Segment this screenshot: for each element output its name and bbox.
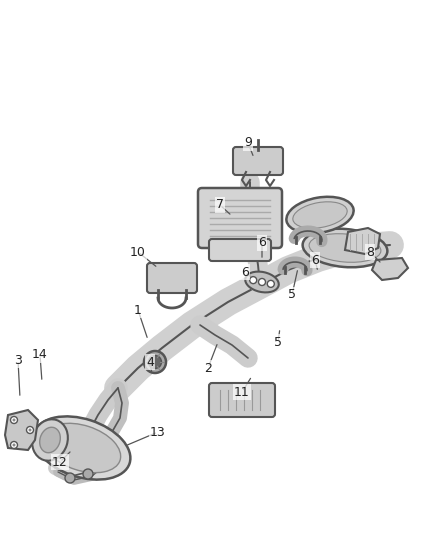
Ellipse shape (34, 416, 131, 480)
Ellipse shape (148, 356, 162, 368)
Circle shape (13, 443, 15, 447)
Circle shape (28, 429, 32, 432)
Text: 14: 14 (32, 349, 48, 361)
Text: 10: 10 (130, 246, 146, 259)
Ellipse shape (293, 202, 347, 228)
Text: 12: 12 (52, 456, 68, 469)
FancyBboxPatch shape (233, 147, 283, 175)
Text: 6: 6 (241, 265, 249, 279)
Circle shape (13, 418, 15, 422)
Circle shape (258, 279, 265, 286)
Text: 8: 8 (366, 246, 374, 259)
Circle shape (11, 441, 18, 448)
Text: 7: 7 (216, 198, 224, 212)
Ellipse shape (245, 272, 279, 293)
Text: 6: 6 (258, 237, 266, 249)
Text: 1: 1 (134, 303, 142, 317)
Ellipse shape (144, 351, 166, 373)
Polygon shape (345, 228, 380, 254)
Text: 6: 6 (311, 254, 319, 266)
Circle shape (267, 280, 274, 287)
Polygon shape (372, 258, 408, 280)
FancyBboxPatch shape (198, 188, 282, 248)
Ellipse shape (309, 233, 381, 262)
Text: 5: 5 (288, 288, 296, 302)
Ellipse shape (286, 197, 353, 233)
Circle shape (65, 473, 75, 483)
Ellipse shape (303, 229, 387, 267)
Text: 13: 13 (150, 425, 166, 439)
Circle shape (27, 426, 33, 433)
Circle shape (83, 469, 93, 479)
Circle shape (250, 277, 257, 284)
Text: 5: 5 (274, 335, 282, 349)
Text: 9: 9 (244, 136, 252, 149)
Ellipse shape (40, 427, 60, 453)
Polygon shape (5, 410, 38, 450)
Ellipse shape (43, 423, 121, 473)
Circle shape (11, 416, 18, 424)
FancyBboxPatch shape (209, 383, 275, 417)
FancyBboxPatch shape (147, 263, 197, 293)
Ellipse shape (32, 419, 68, 461)
Text: 3: 3 (14, 353, 22, 367)
Text: 4: 4 (146, 356, 154, 368)
FancyBboxPatch shape (209, 239, 271, 261)
Text: 2: 2 (204, 361, 212, 375)
Text: 11: 11 (234, 385, 250, 399)
